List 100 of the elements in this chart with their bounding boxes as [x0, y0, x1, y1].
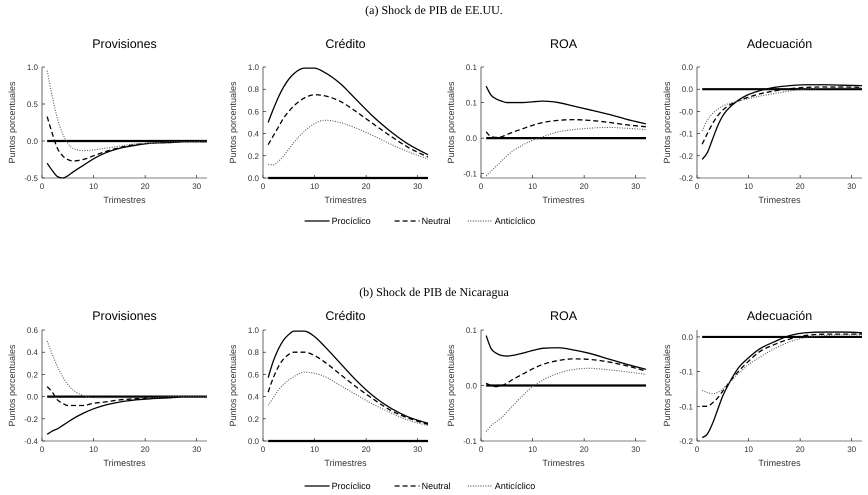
x-axis-title: Trimestres: [103, 195, 146, 205]
y-tick-label: 0.6: [248, 107, 260, 116]
x-tick-label: 0: [260, 445, 266, 454]
y-tick-label: 0.6: [26, 326, 39, 335]
y-tick-label: 0.0: [26, 392, 39, 402]
x-tick-label: 20: [796, 445, 806, 454]
x-tick-label: 10: [744, 182, 754, 191]
legend-label: Anticíclico: [494, 481, 536, 491]
y-tick-label: 0.8: [248, 85, 260, 94]
x-tick-label: 20: [580, 182, 590, 191]
y-axis-title: Puntos porcentuales: [662, 80, 672, 164]
x-tick-label: 20: [796, 182, 806, 191]
x-tick-label: 10: [89, 182, 99, 191]
chart-title: Crédito: [325, 309, 366, 323]
y-tick-label: 0.2: [248, 152, 260, 161]
y-tick-label: 0.4: [248, 392, 260, 402]
legend-label: Procíclico: [332, 481, 371, 491]
y-tick-label: 0.0: [26, 137, 39, 146]
y-tick-label: 0.0: [466, 382, 478, 390]
x-tick-label: 30: [847, 182, 857, 191]
x-axis-title: Trimestres: [758, 458, 802, 468]
y-axis-title: Puntos porcentuales: [7, 344, 17, 427]
y-axis-title: Puntos porcentuales: [662, 344, 672, 427]
x-tick-label: 20: [362, 182, 372, 191]
x-tick-label: 30: [192, 445, 202, 454]
x-tick-label: 0: [260, 182, 266, 191]
y-tick-label: -0.1: [463, 437, 478, 446]
legend-label: Anticíclico: [494, 216, 536, 226]
x-tick-label: 10: [89, 445, 99, 454]
x-tick-label: 0: [40, 182, 45, 191]
y-tick-label: -0.2: [679, 437, 694, 446]
y-tick-label: -0.4: [24, 437, 39, 446]
x-tick-label: 0: [478, 445, 484, 454]
y-axis-title: Puntos porcentuales: [446, 80, 456, 164]
y-tick-label: 0.4: [248, 130, 260, 139]
chart-subtitle: (b) Shock de PIB de Nicaragua: [359, 285, 510, 299]
y-tick-label: 1.0: [26, 63, 39, 72]
chart-title: Crédito: [325, 37, 366, 51]
line-series: [268, 372, 429, 426]
x-tick-label: 30: [631, 445, 641, 454]
y-tick-label: 0.0: [682, 332, 694, 342]
x-tick-label: 20: [140, 182, 150, 191]
x-axis-title: Trimestres: [324, 458, 368, 468]
x-axis-title: Trimestres: [758, 195, 802, 205]
legend-label: Procíclico: [332, 216, 371, 226]
y-tick-label: -0.2: [24, 414, 39, 424]
y-tick-label: -0.1: [679, 130, 694, 139]
x-tick-label: 30: [631, 182, 641, 191]
line-series: [268, 120, 429, 166]
chart-title: Provisiones: [92, 37, 157, 51]
y-tick-label: 1.0: [248, 326, 260, 335]
chart-subtitle: (a) Shock de PIB de EE.UU.: [365, 3, 503, 17]
y-tick-label: -0.5: [24, 174, 39, 183]
legend-label: Neutral: [422, 216, 451, 226]
x-tick-label: 30: [847, 445, 857, 454]
y-tick-label: 0.0: [682, 63, 694, 72]
y-tick-label: 0.1: [466, 63, 478, 72]
y-tick-label: 0.2: [26, 370, 39, 380]
y-axis-title: Puntos porcentuales: [228, 80, 238, 164]
y-tick-label: -0.1: [679, 368, 694, 377]
y-tick-label: 0.1: [466, 326, 478, 335]
y-tick-label: 0.6: [248, 370, 260, 380]
x-tick-label: 0: [478, 182, 484, 191]
y-tick-label: 0.5: [26, 100, 39, 109]
x-axis-title: Trimestres: [103, 458, 146, 468]
x-tick-label: 30: [413, 445, 423, 454]
y-tick-label: -0.0: [679, 107, 694, 116]
x-tick-label: 20: [140, 445, 150, 454]
y-tick-label: -0.2: [679, 174, 694, 183]
y-tick-label: -0.2: [679, 152, 694, 161]
x-tick-label: 10: [310, 182, 320, 191]
y-tick-label: 0.8: [248, 348, 260, 358]
y-axis-title: Puntos porcentuales: [228, 344, 238, 427]
x-tick-label: 10: [310, 445, 320, 454]
y-tick-label: 0.2: [248, 414, 260, 424]
chart-title: ROA: [550, 309, 578, 323]
x-tick-label: 10: [528, 182, 538, 191]
line-series: [486, 368, 647, 432]
x-axis-title: Trimestres: [324, 195, 368, 205]
y-tick-label: 0.0: [248, 174, 260, 183]
chart-title: Adecuación: [746, 309, 812, 323]
x-tick-label: 20: [362, 445, 372, 454]
chart-title: ROA: [550, 37, 578, 51]
x-tick-label: 20: [580, 445, 590, 454]
y-tick-label: 0.1: [466, 98, 478, 108]
y-tick-label: 0.4: [26, 348, 39, 358]
x-tick-label: 10: [744, 445, 754, 454]
line-series: [486, 126, 647, 176]
y-tick-label: -0.1: [679, 402, 694, 412]
x-tick-label: 10: [528, 445, 538, 454]
x-tick-label: 0: [40, 445, 45, 454]
y-tick-label: 0.0: [248, 437, 260, 446]
x-tick-label: 0: [694, 445, 700, 454]
x-tick-label: 0: [694, 182, 700, 191]
x-axis-title: Trimestres: [542, 195, 586, 205]
y-tick-label: 1.0: [248, 63, 260, 72]
x-tick-label: 30: [413, 182, 423, 191]
chart-title: Adecuación: [746, 37, 812, 51]
x-tick-label: 30: [192, 182, 202, 191]
y-tick-label: 0.0: [466, 134, 478, 144]
